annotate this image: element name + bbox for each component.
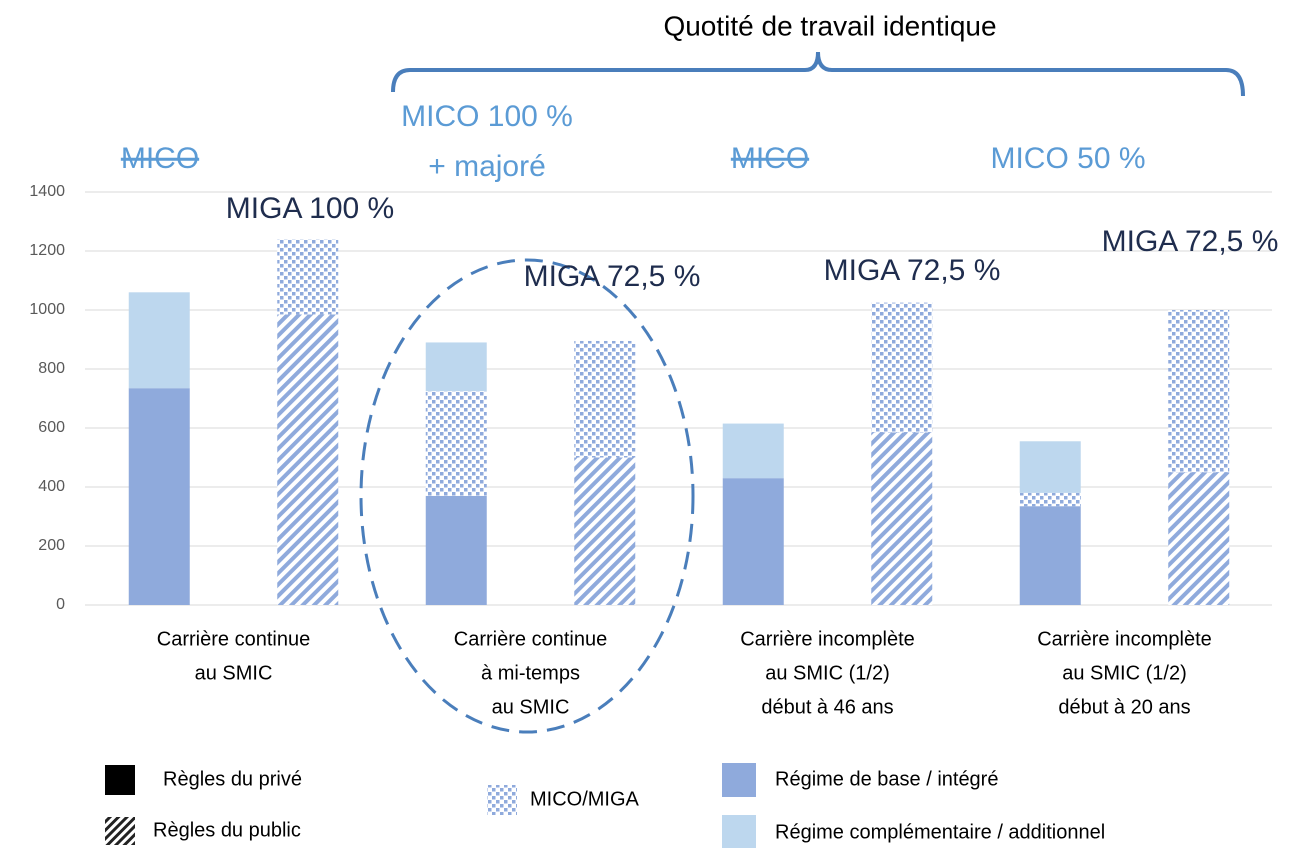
bar-segment xyxy=(1019,506,1081,605)
bar-segment xyxy=(871,302,933,433)
y-tick-label: 0 xyxy=(56,596,65,613)
bar-segment xyxy=(1019,441,1081,493)
x-tick-label: au SMIC (1/2) xyxy=(765,662,889,684)
bar-segment xyxy=(722,423,784,479)
bar-segment xyxy=(871,432,933,605)
x-tick-label: Carrière incomplète xyxy=(1037,628,1212,650)
x-tick-label: Carrière continue xyxy=(454,628,607,650)
bar-segment xyxy=(574,457,636,605)
annotation: MIGA 72,5 % xyxy=(824,254,1001,287)
legend-label: Règles du public xyxy=(153,819,301,841)
bar-segment xyxy=(128,292,190,389)
x-tick-label: à mi-temps xyxy=(481,662,580,684)
annotation: MICO 100 % xyxy=(401,100,573,133)
x-tick-label: Carrière incomplète xyxy=(740,628,915,650)
bar-segment xyxy=(128,388,190,605)
bar-segment xyxy=(574,340,636,458)
legend-swatch xyxy=(722,815,756,848)
bar-segment xyxy=(425,391,487,496)
plot: 0 200 400 600 800 1000 1200 1400 Carrière contin… xyxy=(29,183,1272,718)
x-tick-label: au SMIC xyxy=(195,662,273,684)
y-tick-label: 200 xyxy=(38,537,65,554)
legend-label: MICO/MIGA xyxy=(530,788,640,810)
y-tick-label: 800 xyxy=(38,360,65,377)
x-tick-label: au SMIC (1/2) xyxy=(1062,662,1186,684)
y-tick-label: 1200 xyxy=(29,242,65,259)
annotation: MIGA 100 % xyxy=(226,192,394,225)
bar-segment xyxy=(1019,492,1081,507)
brace-label: Quotité de travail identique xyxy=(663,10,996,41)
bar-segment xyxy=(425,495,487,605)
legend-swatch xyxy=(105,817,135,845)
legend-label: Règles du privé xyxy=(163,768,302,790)
y-tick-label: 400 xyxy=(38,478,65,495)
legend-swatch xyxy=(487,785,517,815)
legend-label: Régime complémentaire / additionnel xyxy=(775,821,1105,843)
x-tick-label: début à 46 ans xyxy=(761,696,893,718)
y-tick-label: 600 xyxy=(38,419,65,436)
bar-segment xyxy=(1168,472,1230,605)
bar-segment xyxy=(277,239,339,315)
bar-segment xyxy=(1168,310,1230,473)
x-tick-label: Carrière continue xyxy=(157,628,310,650)
annotation: MICO xyxy=(731,142,809,175)
annotation: + majoré xyxy=(428,150,546,183)
y-tick-label: 1000 xyxy=(29,301,65,318)
highlight-ellipse xyxy=(359,258,695,734)
annotation: MIGA 72,5 % xyxy=(524,260,701,293)
x-tick-label: au SMIC xyxy=(492,696,570,718)
annotation: MIGA 72,5 % xyxy=(1102,225,1279,258)
bar-segment xyxy=(277,314,339,605)
bar-segment xyxy=(425,342,487,392)
legend-swatch xyxy=(722,763,756,797)
bar-segment xyxy=(722,478,784,605)
brace xyxy=(391,51,1245,97)
legend-label: Régime de base / intégré xyxy=(775,768,998,790)
annotation: MICO xyxy=(121,142,199,175)
legend-swatch xyxy=(105,765,135,795)
y-tick-label: 1400 xyxy=(29,183,65,200)
x-tick-label: début à 20 ans xyxy=(1058,696,1190,718)
annotation: MICO 50 % xyxy=(990,142,1145,175)
